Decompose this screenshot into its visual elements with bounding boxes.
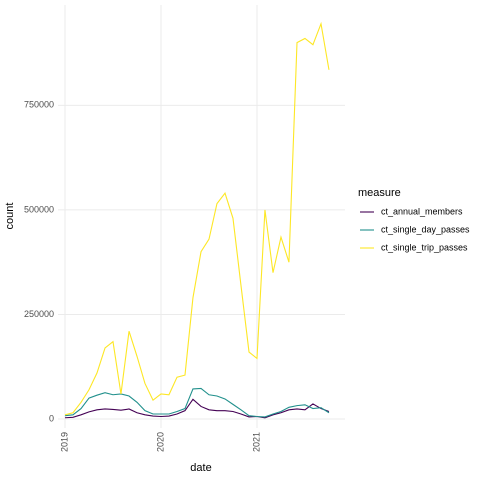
series-line (64, 21, 330, 416)
legend-label: ct_single_trip_passes (381, 242, 468, 252)
y-tick-label: 0 (49, 413, 54, 423)
x-axis-title: date (190, 462, 211, 474)
legend-title: measure (358, 187, 401, 199)
x-tick-label: 2019 (59, 432, 69, 452)
y-tick-label: 250000 (24, 309, 54, 319)
series-line (64, 387, 330, 418)
x-tick-label: 2021 (251, 432, 261, 452)
legend-label: ct_annual_members (381, 206, 463, 216)
legend-label: ct_single_day_passes (381, 224, 470, 234)
series-line (64, 398, 330, 419)
y-tick-label: 500000 (24, 204, 54, 214)
y-tick-label: 750000 (24, 100, 54, 110)
x-tick-label: 2020 (155, 432, 165, 452)
y-axis-title: count (4, 203, 16, 230)
